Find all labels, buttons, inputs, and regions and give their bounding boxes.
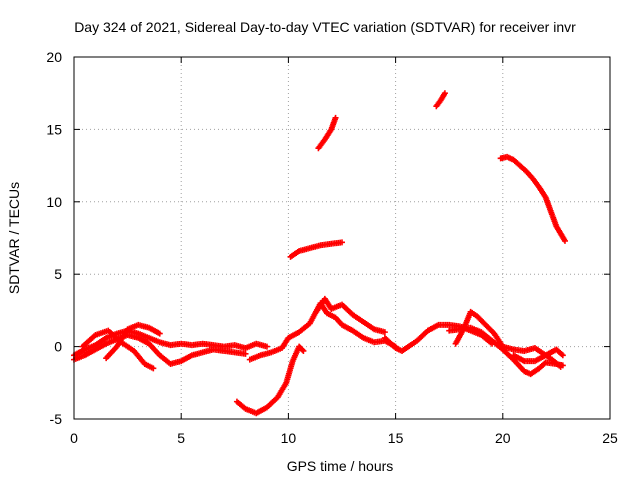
- grid: [74, 57, 610, 419]
- series-track-n: [433, 90, 448, 110]
- data-points: [71, 90, 568, 417]
- series-track-l: [287, 239, 345, 260]
- y-tick-label: 5: [54, 266, 62, 282]
- series-track-e: [233, 343, 307, 417]
- x-tick-label: 0: [70, 430, 78, 446]
- data-point: [263, 343, 270, 350]
- x-ticks: 0 5 10 15 20 25: [70, 57, 618, 446]
- data-point: [441, 90, 448, 97]
- data-point: [299, 346, 306, 353]
- data-point: [242, 350, 249, 357]
- series-track-k: [510, 346, 566, 365]
- x-tick-label: 15: [388, 430, 404, 446]
- data-point: [557, 363, 564, 370]
- series-track-h: [381, 321, 496, 354]
- data-point: [559, 352, 566, 359]
- series-track-d: [103, 321, 163, 362]
- series-track-m: [315, 114, 339, 152]
- data-point: [156, 330, 163, 337]
- y-tick-label: -5: [50, 411, 63, 427]
- y-tick-label: 0: [54, 339, 62, 355]
- chart-title: Day 324 of 2021, Sidereal Day-to-day VTE…: [74, 19, 576, 35]
- y-axis-label: SDTVAR / TECUs: [6, 182, 22, 294]
- data-point: [339, 239, 345, 246]
- y-ticks: -5 0 5 10 15 20: [46, 49, 610, 427]
- series-track-g: [313, 295, 388, 336]
- series-track-o: [497, 153, 568, 244]
- data-point: [300, 347, 307, 354]
- x-tick-label: 25: [602, 430, 618, 446]
- y-tick-label: 10: [46, 194, 62, 210]
- series-track-c: [79, 327, 157, 372]
- data-point: [381, 329, 388, 336]
- data-point: [150, 365, 157, 372]
- x-tick-label: 10: [281, 430, 297, 446]
- data-point: [332, 114, 339, 121]
- x-axis-label: GPS time / hours: [287, 458, 394, 474]
- data-point: [561, 237, 568, 244]
- y-tick-label: 15: [46, 121, 62, 137]
- x-tick-label: 5: [177, 430, 185, 446]
- y-tick-label: 20: [46, 49, 62, 65]
- plot-frame: [73, 56, 611, 420]
- x-tick-label: 20: [495, 430, 511, 446]
